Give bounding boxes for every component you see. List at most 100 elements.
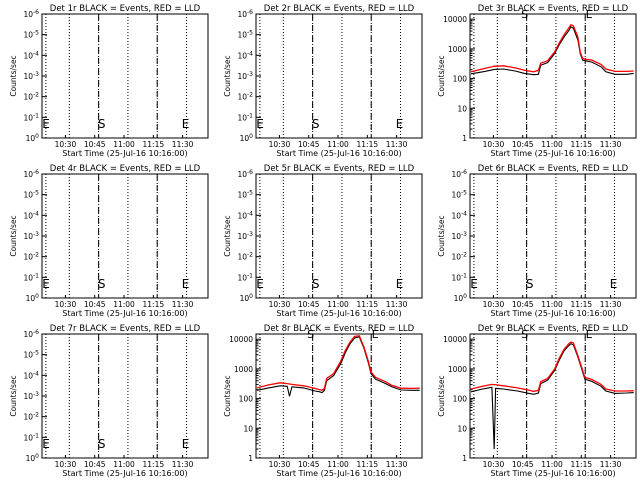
panel-title: Det 8r BLACK = Events, RED = LLD [264,324,415,334]
interval-marker-label: S [312,277,320,291]
interval-marker-label: E [182,437,190,451]
interval-marker-label: E [396,277,404,291]
x-tick-label: 10:30 [483,300,505,309]
y-axis-label: Counts/sec [223,375,232,416]
x-tick-label: 10:45 [84,140,106,149]
y-tick-label: 10-2 [237,252,253,262]
y-tick-label: 10-6 [451,169,467,179]
y-tick-label: 1000 [234,365,253,374]
interval-marker-label: S [307,328,314,341]
x-tick-label: 11:30 [172,140,194,149]
y-tick-label: 10 [457,424,467,433]
x-tick-label: 10:30 [55,140,77,149]
y-tick-label: 1 [462,454,467,463]
x-tick-label: 10:45 [298,140,320,149]
y-tick-label: 10-2 [451,252,467,262]
x-tick-label: 11:00 [327,140,349,149]
x-tick-label: 11:30 [600,140,622,149]
x-tick-label: 10:45 [84,300,106,309]
x-axis-label: Start Time (25-Jul-16 10:16:00) [490,469,615,478]
y-tick-label: 10-4 [237,210,253,220]
y-tick-label: 10-3 [451,231,467,241]
interval-marker-label: S [98,437,106,451]
y-tick-label: 10-1 [23,432,39,442]
y-tick-label: 10-1 [23,272,39,282]
x-tick-label: 11:30 [386,460,408,469]
x-tick-label: 11:30 [600,460,622,469]
y-tick-label: 1000 [448,45,467,54]
x-axis-label: Start Time (25-Jul-16 10:16:00) [276,309,401,318]
x-tick-label: 10:45 [84,460,106,469]
x-axis-label: Start Time (25-Jul-16 10:16:00) [490,149,615,158]
plot-frame [469,13,637,139]
x-tick-label: 11:15 [357,300,379,309]
x-tick-label: 11:00 [541,460,563,469]
x-tick-label: 10:30 [483,140,505,149]
detector-panel-6: Det 6r BLACK = Events, RED = LLD 10:30 10:… [437,164,637,318]
x-tick-label: 11:15 [571,460,593,469]
interval-marker-label: S [312,117,320,131]
y-tick-label: 10-4 [23,370,39,380]
y-tick-label: 100 [240,293,254,303]
y-tick-label: 10-2 [237,92,253,102]
x-tick-label: 11:00 [327,300,349,309]
interval-marker-label: E [396,117,404,131]
y-tick-label: 10-6 [237,169,253,179]
detector-panel-4: Det 4r BLACK = Events, RED = LLD 10:30 10:… [9,164,209,318]
panel-title: Det 9r BLACK = Events, RED = LLD [478,324,629,334]
detector-panel-7: Det 7r BLACK = Events, RED = LLD 10:30 10:… [9,324,209,478]
panel-title: Det 1r BLACK = Events, RED = LLD [50,4,201,14]
y-tick-label: 10-3 [23,71,39,81]
interval-marker-label: E [586,328,593,341]
interval-marker-label: E [256,117,264,131]
x-tick-label: 10:45 [298,300,320,309]
y-tick-label: 10-3 [23,391,39,401]
x-tick-label: 11:00 [541,300,563,309]
x-axis-label: Start Time (25-Jul-16 10:16:00) [62,469,187,478]
plot-frame [469,333,637,459]
x-tick-label: 11:15 [571,300,593,309]
x-tick-label: 10:30 [55,460,77,469]
interval-marker-label: E [42,277,50,291]
y-tick-label: 10-2 [23,92,39,102]
interval-marker-label: E [182,277,190,291]
y-axis-label: Counts/sec [437,375,446,416]
y-tick-label: 10-5 [451,190,467,200]
detector-panel-1: Det 1r BLACK = Events, RED = LLD 10:30 10:… [9,4,209,158]
y-tick-label: 1 [248,454,253,463]
y-tick-label: 10 [243,424,253,433]
x-tick-label: 10:30 [269,460,291,469]
events-series-line [470,343,634,450]
interval-marker-label: E [42,117,50,131]
y-axis-label: Counts/sec [437,215,446,256]
y-tick-label: 10 [457,104,467,113]
y-tick-label: 100 [26,453,40,463]
y-tick-label: 1000 [448,365,467,374]
detector-panel-2: Det 2r BLACK = Events, RED = LLD 10:30 10:… [223,4,423,158]
y-tick-label: 10-6 [237,9,253,19]
x-tick-label: 11:15 [143,460,165,469]
x-tick-label: 11:00 [113,140,135,149]
y-tick-label: 100 [454,293,468,303]
y-tick-label: 100 [26,293,40,303]
y-tick-label: 100 [240,133,254,143]
y-tick-label: 10-4 [23,210,39,220]
x-tick-label: 11:15 [357,460,379,469]
lld-series-line [256,335,420,392]
y-tick-label: 10000 [229,335,253,344]
x-tick-label: 10:45 [298,460,320,469]
events-series-line [256,336,420,397]
y-axis-label: Counts/sec [9,215,18,256]
detector-panel-3: Det 3r BLACK = Events, RED = LLD 10:30 10:… [437,4,637,158]
y-tick-label: 10-3 [237,71,253,81]
y-axis-label: Counts/sec [9,375,18,416]
y-tick-label: 10-1 [237,272,253,282]
lld-series-line [470,341,634,393]
x-axis-label: Start Time (25-Jul-16 10:16:00) [276,149,401,158]
interval-marker-label: S [98,117,106,131]
interval-marker-label: E [372,328,379,341]
x-tick-label: 11:30 [386,300,408,309]
panel-title: Det 3r BLACK = Events, RED = LLD [478,4,629,14]
x-tick-label: 11:15 [357,140,379,149]
